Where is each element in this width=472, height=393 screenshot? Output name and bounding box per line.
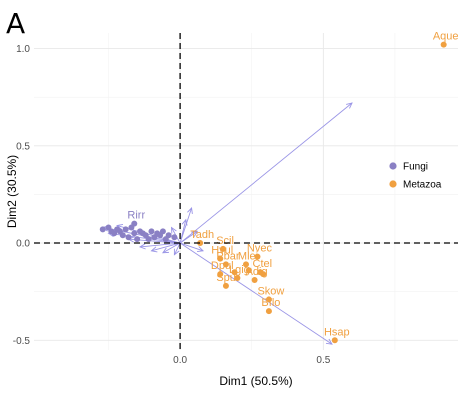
point-label: Bflo (261, 297, 280, 309)
x-axis-title: Dim1 (50.5%) (219, 374, 292, 388)
data-point-fungi (99, 226, 106, 233)
loading-arrow (179, 219, 187, 244)
point-label: Hsap (324, 326, 350, 338)
arrow-head (191, 230, 199, 237)
loading-arrow (151, 242, 181, 252)
data-point-fungi (131, 220, 138, 227)
x-tick-label: 0.5 (316, 355, 330, 366)
data-point-metazoa (243, 261, 249, 268)
data-point-metazoa (231, 269, 238, 276)
loading-arrow (179, 242, 333, 345)
data-point-fungi (125, 234, 132, 241)
arrow-head (138, 243, 146, 250)
legend-label: Fungi (403, 162, 428, 173)
x-tick-label: 0.0 (173, 355, 187, 366)
loading-arrow (179, 102, 353, 244)
y-tick-label: -0.5 (13, 336, 31, 347)
point-label: Ctel (253, 258, 273, 270)
data-point-metazoa (222, 261, 229, 268)
data-point-metazoa (217, 271, 224, 278)
data-point-fungi (119, 232, 126, 239)
point-label: Skow (257, 285, 284, 297)
legend-swatch (389, 162, 397, 170)
point-label: Pbar (216, 250, 240, 262)
data-point-metazoa (197, 240, 204, 247)
data-point-metazoa (265, 308, 272, 315)
grid-lines (34, 33, 458, 350)
data-point-metazoa (440, 41, 447, 48)
arrow-head (162, 247, 169, 254)
arrow-head (116, 224, 124, 230)
data-point-metazoa (222, 282, 229, 289)
data-point-metazoa (254, 253, 261, 260)
arrow-head (181, 218, 188, 226)
point-label: Aque (433, 31, 459, 43)
data-point-metazoa (245, 267, 252, 274)
point-label: Tadh (190, 229, 214, 241)
loading-arrow (179, 242, 204, 252)
data-points: Rirr Aque Hsap Tadh Scil Nvec HvulPbarMleiCtel… (99, 31, 459, 344)
data-point-fungi (134, 236, 141, 243)
arrow-head (346, 102, 353, 109)
data-point-fungi (145, 236, 152, 243)
data-point-fungi (122, 226, 129, 233)
legend-label: Metazoa (403, 180, 442, 191)
point-label: Scil (216, 235, 234, 247)
arrow-head (325, 338, 333, 345)
data-point-metazoa (260, 271, 267, 278)
point-label: Nvec (247, 243, 273, 255)
arrow-head (187, 207, 193, 215)
data-point-fungi (148, 228, 155, 235)
point-label: Dpul (211, 260, 234, 272)
data-point-metazoa (220, 245, 227, 252)
y-axis-title: Dim2 (30.5%) (5, 155, 19, 228)
y-tick-label: 0.0 (16, 239, 30, 250)
data-point-fungi (165, 232, 172, 239)
point-label: Rirr (127, 210, 145, 222)
loading-arrow (179, 207, 192, 244)
data-point-fungi (159, 228, 166, 235)
reference-lines (34, 33, 458, 350)
data-point-metazoa (331, 337, 338, 344)
arrow-head (197, 246, 205, 252)
data-point-fungi (171, 234, 178, 241)
point-label: Hvul (211, 245, 233, 257)
data-point-metazoa (265, 296, 272, 303)
arrow-head (173, 248, 180, 256)
legend-swatch (389, 180, 397, 188)
loading-arrow (162, 242, 181, 254)
arrow-head (150, 246, 158, 253)
variable-arrows (101, 102, 353, 345)
loading-arrow (139, 242, 181, 248)
loading-arrow (173, 242, 181, 255)
data-point-fungi (131, 230, 138, 237)
arrow-head (171, 226, 177, 234)
point-label: Mlei (238, 250, 258, 262)
data-point-metazoa (234, 275, 241, 282)
y-tick-label: 0.5 (16, 141, 30, 152)
panel-label: A (6, 7, 25, 40)
loading-arrow (179, 230, 198, 244)
y-tick-label: 1.0 (16, 44, 30, 55)
legend: Fungi Metazoa (389, 162, 442, 191)
data-point-metazoa (251, 276, 258, 283)
axis-ticks: 0.0 0.5 -0.5 0.0 0.5 1.0 (13, 44, 331, 366)
data-point-metazoa (217, 255, 224, 262)
